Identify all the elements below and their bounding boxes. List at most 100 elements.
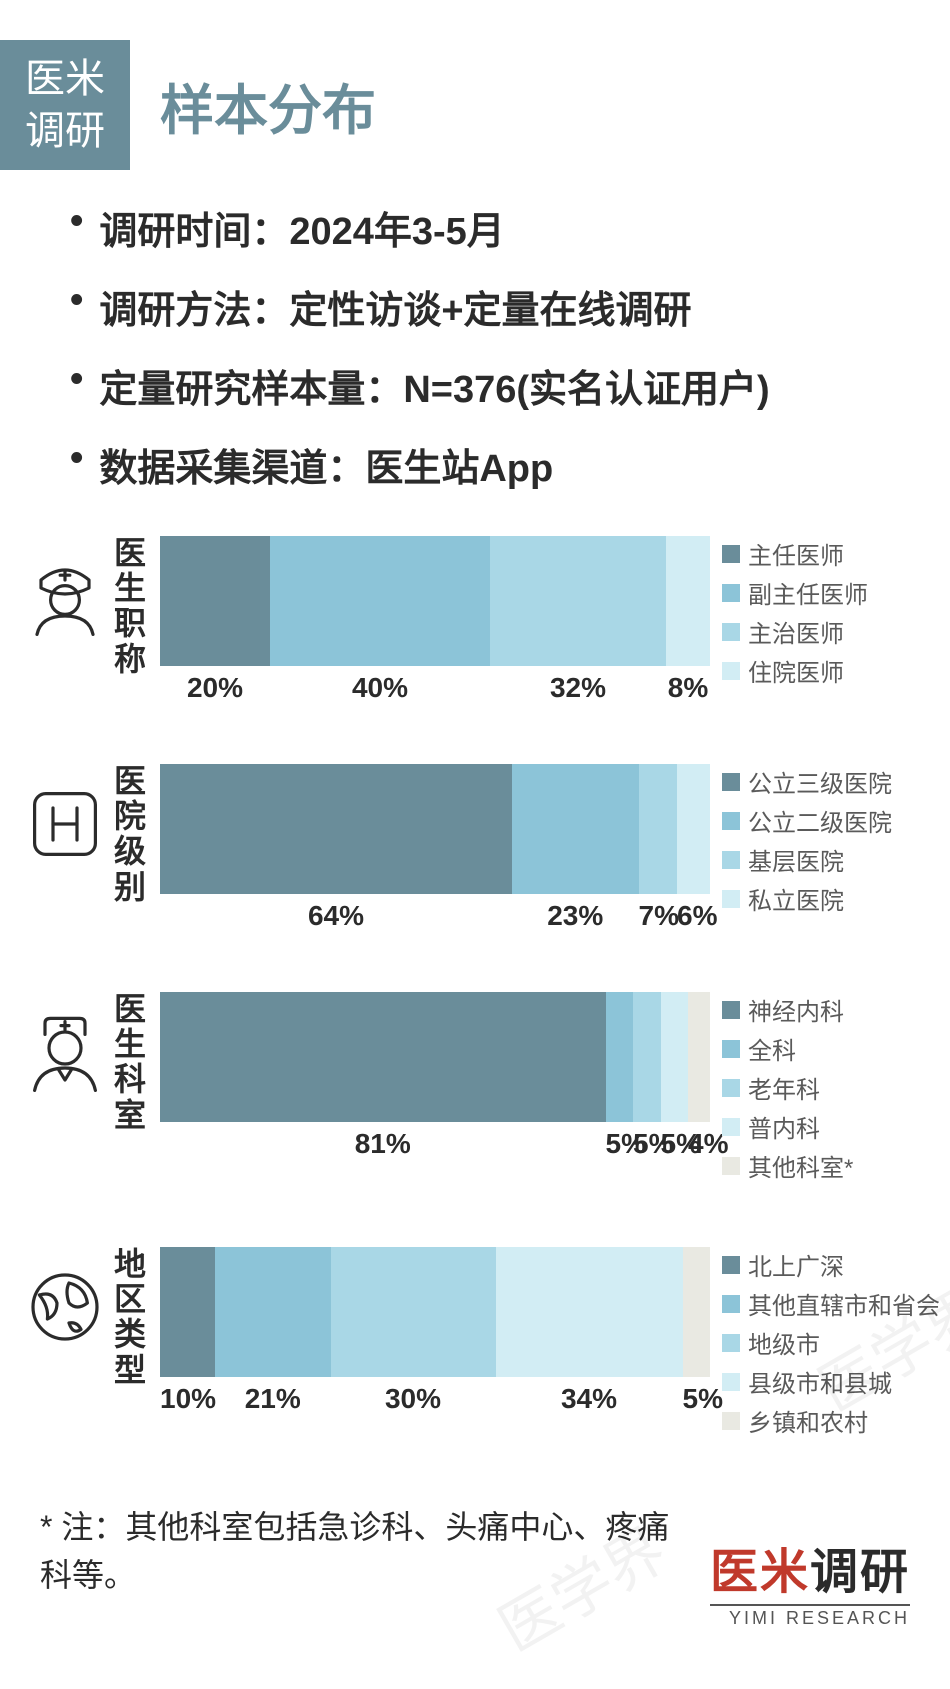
footnote: * 注：其他科室包括急诊科、头痛中心、疼痛科等。 [40,1503,670,1599]
footer-logo: 医米调研 YIMI RESEARCH [710,1532,910,1629]
bullet-item: 数据采集渠道：医生站App [70,437,910,492]
region-chart: 地 区 类 型10%21%30%34%5%北上广深其他直辖市和省会地级市县级市和… [0,1247,950,1442]
bar-segment [160,1247,215,1377]
bar-segment [688,992,710,1122]
legend-item: 老年科 [722,1070,930,1105]
legend-label: 乡镇和农村 [748,1403,868,1438]
segment-value: 4% [688,1128,710,1160]
legend-label: 其他科室* [748,1148,853,1183]
legend-label: 住院医师 [748,653,844,688]
bullet-list: 调研时间：2024年3-5月 调研方法：定性访谈+定量在线调研 定量研究样本量：… [0,170,950,526]
bar-segment [606,992,634,1122]
legend-swatch [722,545,740,563]
chart-axis-label: 医 生 职 称 [110,536,150,677]
legend-item: 主任医师 [722,536,930,571]
legend-label: 副主任医师 [748,575,868,610]
legend-swatch [722,773,740,791]
bar-segment [683,1247,711,1377]
bar-segment [215,1247,331,1377]
legend-item: 公立二级医院 [722,803,930,838]
legend-label: 普内科 [748,1109,820,1144]
legend-label: 北上广深 [748,1247,844,1282]
charts-container: 医 生 职 称20%40%32%8%主任医师副主任医师主治医师住院医师 医 院 … [0,526,950,1442]
legend-label: 全科 [748,1031,796,1066]
legend-item: 县级市和县城 [722,1364,930,1399]
legend-swatch [722,1295,740,1313]
legend-swatch [722,851,740,869]
bar-segment [496,1247,683,1377]
legend-swatch [722,1334,740,1352]
chart-body: 64%23%7%6% [160,764,710,932]
legend-swatch [722,1256,740,1274]
bar-segment [270,536,490,666]
bullet-item: 调研方法：定性访谈+定量在线调研 [70,279,910,334]
segment-value: 5% [633,1128,661,1160]
bar-segment [160,992,606,1122]
legend-item: 主治医师 [722,614,930,649]
bar-segment [331,1247,496,1377]
segment-value: 21% [215,1383,331,1415]
page-title: 样本分布 [160,66,376,145]
segment-value: 5% [606,1128,634,1160]
legend-swatch [722,1373,740,1391]
footer-cn-red: 医米 [710,1546,810,1599]
legend-swatch [722,662,740,680]
legend-swatch [722,1001,740,1019]
legend-item: 副主任医师 [722,575,930,610]
bullet-item: 调研时间：2024年3-5月 [70,200,910,255]
legend-item: 公立三级医院 [722,764,930,799]
legend-label: 公立二级医院 [748,803,892,838]
stacked-bar [160,536,710,666]
legend-swatch [722,1079,740,1097]
bar-segment [677,764,710,894]
chart-body: 81%5%5%5%4% [160,992,710,1160]
legend-label: 基层医院 [748,842,844,877]
bullet-item: 定量研究样本量：N=376(实名认证用户) [70,358,910,413]
bar-segment [661,992,689,1122]
legend-swatch [722,623,740,641]
stacked-bar [160,992,710,1122]
title-chart: 医 生 职 称20%40%32%8%主任医师副主任医师主治医师住院医师 [0,536,950,704]
legend-item: 其他科室* [722,1148,930,1183]
doctor-icon [20,1002,110,1102]
legend-item: 地级市 [722,1325,930,1360]
segment-value: 10% [160,1383,215,1415]
globe-icon [20,1257,110,1357]
legend-item: 其他直辖市和省会 [722,1286,930,1321]
legend-swatch [722,1118,740,1136]
segment-value: 32% [490,672,666,704]
legend-label: 县级市和县城 [748,1364,892,1399]
department-chart: 医 生 科 室81%5%5%5%4%神经内科全科老年科普内科其他科室* [0,992,950,1187]
stacked-bar [160,1247,710,1377]
chart-body: 10%21%30%34%5% [160,1247,710,1415]
chart-body: 20%40%32%8% [160,536,710,704]
chart-legend: 北上广深其他直辖市和省会地级市县级市和县城乡镇和农村 [710,1247,930,1442]
legend-swatch [722,1412,740,1430]
chart-legend: 主任医师副主任医师主治医师住院医师 [710,536,930,692]
bar-segment [512,764,639,894]
bar-segment [490,536,666,666]
legend-item: 私立医院 [722,881,930,916]
bar-segment [160,536,270,666]
segment-value: 8% [666,672,710,704]
legend-label: 主治医师 [748,614,844,649]
hospital-icon [20,774,110,874]
badge-line1: 医米 [25,53,105,105]
segment-value: 30% [331,1383,496,1415]
legend-label: 其他直辖市和省会 [748,1286,940,1321]
legend-label: 主任医师 [748,536,844,571]
footer-cn-dark: 调研 [810,1546,910,1599]
legend-item: 普内科 [722,1109,930,1144]
legend-swatch [722,1040,740,1058]
chart-legend: 神经内科全科老年科普内科其他科室* [710,992,930,1187]
legend-label: 神经内科 [748,992,844,1027]
segment-value: 5% [683,1383,711,1415]
segment-value: 81% [160,1128,606,1160]
segment-value: 7% [639,900,678,932]
footer-en: YIMI RESEARCH [710,1604,910,1629]
legend-item: 住院医师 [722,653,930,688]
legend-label: 地级市 [748,1325,820,1360]
legend-label: 私立医院 [748,881,844,916]
bar-value-labels: 64%23%7%6% [160,900,710,932]
bar-value-labels: 10%21%30%34%5% [160,1383,710,1415]
